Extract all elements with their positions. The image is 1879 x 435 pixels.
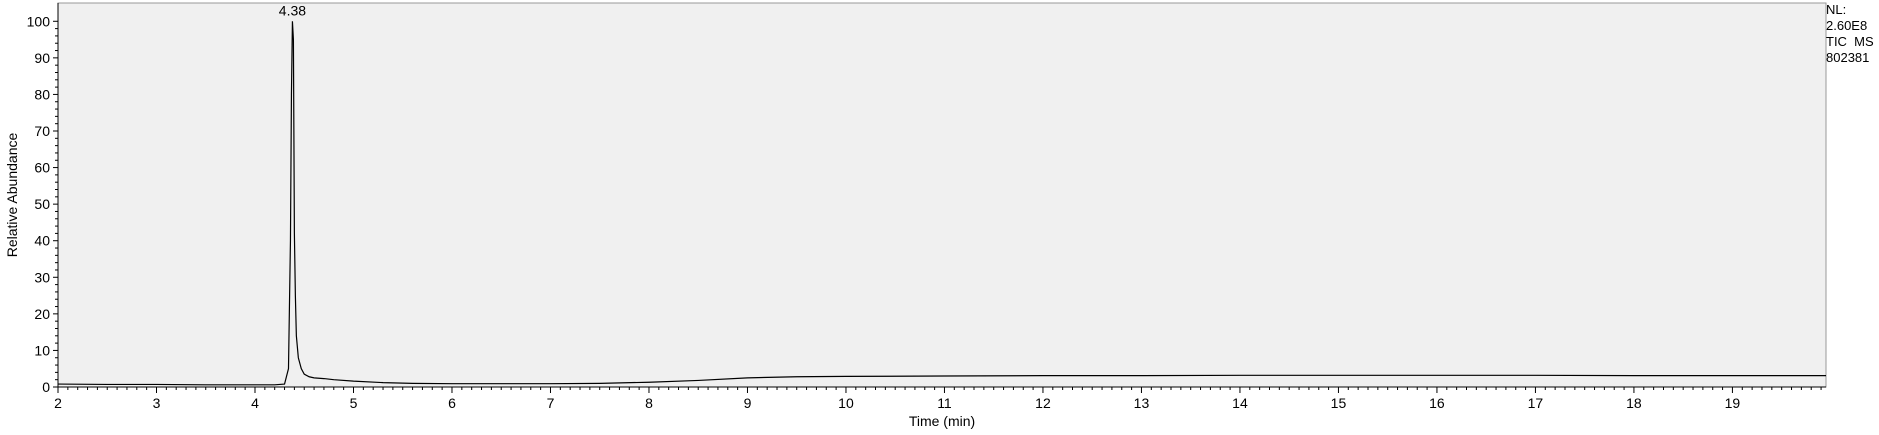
x-tick-label: 7 <box>547 395 555 411</box>
sample-id-label: 802381 <box>1826 50 1870 65</box>
x-tick-label: 8 <box>645 395 653 411</box>
x-tick-label: 3 <box>153 395 161 411</box>
y-tick-label: 20 <box>34 306 50 322</box>
peak-label: 4.38 <box>279 2 306 18</box>
plot-area <box>57 2 1827 388</box>
x-tick-label: 2 <box>54 395 62 411</box>
y-tick-label: 40 <box>34 233 50 249</box>
y-tick-label: 80 <box>34 86 50 102</box>
x-tick-label: 6 <box>448 395 456 411</box>
y-tick-label: 10 <box>34 342 50 358</box>
x-tick-label: 11 <box>937 395 952 411</box>
x-tick-label: 16 <box>1429 395 1445 411</box>
nl-value: 2.60E8 <box>1826 18 1868 33</box>
x-tick-label: 17 <box>1528 395 1544 411</box>
x-tick-label: 13 <box>1134 395 1150 411</box>
x-axis: 2 3 4 5 6 7 8 9 10 11 12 13 14 15 16 17 18 19 <box>54 386 1826 411</box>
x-tick-label: 4 <box>251 395 259 411</box>
tic-trace-line <box>57 21 1826 386</box>
x-tick-label: 9 <box>744 395 752 411</box>
x-tick-label: 12 <box>1035 395 1051 411</box>
x-tick-label: 19 <box>1725 395 1741 411</box>
y-tick-label: 70 <box>34 123 50 139</box>
x-tick-label: 18 <box>1626 395 1642 411</box>
y-axis-title: Relative Abundance <box>4 133 20 258</box>
y-tick-label: 30 <box>34 269 50 285</box>
trace-type-label: TIC MS <box>1826 34 1874 49</box>
y-tick-label: 0 <box>42 379 50 395</box>
x-tick-label: 5 <box>350 395 358 411</box>
x-tick-label: 14 <box>1232 395 1248 411</box>
y-tick-label: 100 <box>27 13 51 29</box>
x-tick-label: 10 <box>838 395 854 411</box>
peak-annotations: 4.38 <box>279 2 306 18</box>
x-axis-title: Time (min) <box>909 413 975 429</box>
nl-label: NL: <box>1826 2 1847 17</box>
y-tick-label: 50 <box>34 196 50 212</box>
y-tick-label: 90 <box>34 50 50 66</box>
x-tick-label: 15 <box>1331 395 1347 411</box>
y-axis: 0 10 20 30 40 50 60 70 80 90 100 <box>27 3 59 395</box>
y-tick-label: 60 <box>34 160 50 176</box>
